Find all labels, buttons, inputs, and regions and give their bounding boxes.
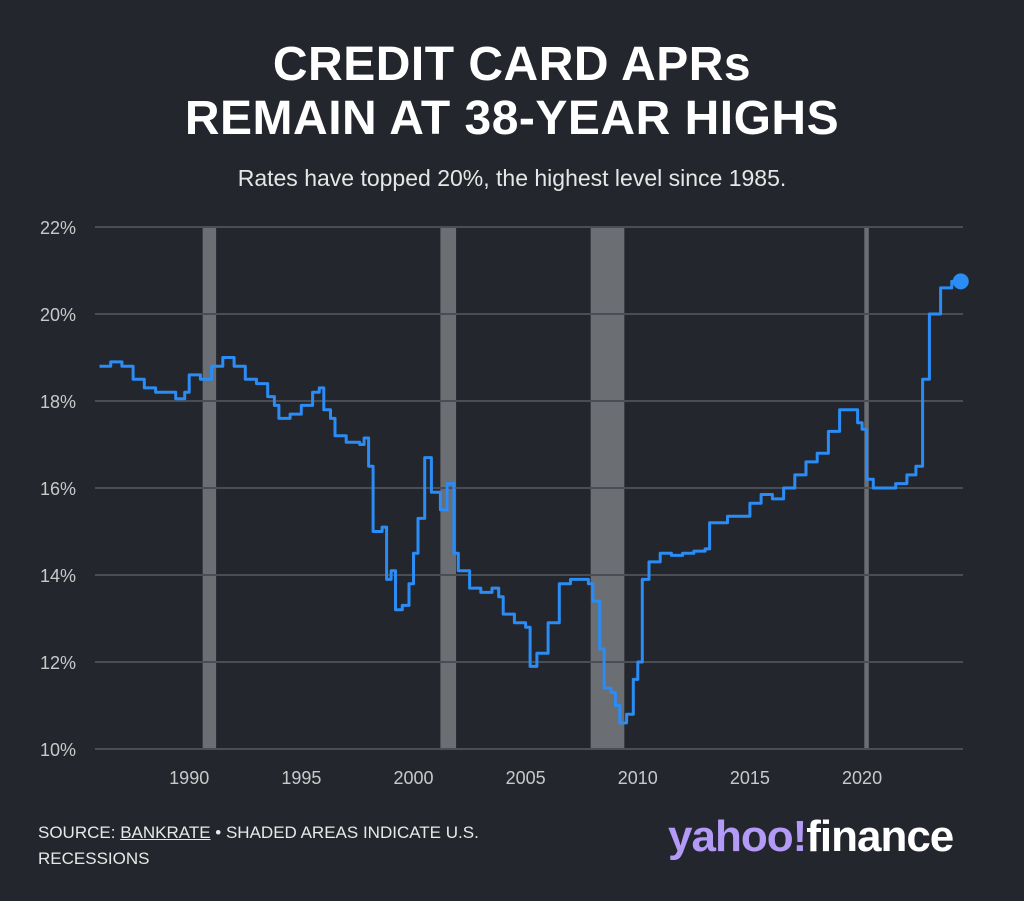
- apr-line-chart: 10% 12% 14% 16% 18% 20% 22% 1990 1995 2000 2005 20…: [40, 218, 969, 788]
- logo-finance: finance: [806, 812, 954, 861]
- source-link-bankrate[interactable]: BANKRATE: [120, 823, 211, 842]
- source-line-2: RECESSIONS: [38, 849, 150, 868]
- y-tick-label-18: 18%: [40, 392, 76, 412]
- y-tick-label-10: 10%: [40, 740, 76, 760]
- series-line-0: [99, 279, 961, 725]
- title-line-1: CREDIT CARD APRs: [272, 38, 752, 91]
- chart-subtitle: Rates have topped 20%, the highest level…: [237, 165, 787, 191]
- source-note: SOURCE: BANKRATE • SHADED AREAS INDICATE…: [38, 820, 598, 872]
- logo-yahoo: yahoo!: [668, 812, 807, 861]
- x-tick-label-2015: 2015: [730, 768, 770, 788]
- chart-title: CREDIT CARD APRs REMAIN AT 38-YEAR HIGHS: [0, 38, 1024, 146]
- series-endpoint-dot: [952, 273, 969, 290]
- y-tick-label-22: 22%: [40, 218, 76, 238]
- y-tick-label-16: 16%: [40, 479, 76, 499]
- source-prefix: SOURCE:: [38, 823, 121, 842]
- x-axis-ticks: 1990 1995 2000 2005 2010 2015 2020: [169, 768, 882, 788]
- grid-lines: [95, 226, 963, 750]
- source-suffix: • SHADED AREAS INDICATE U.S.: [210, 823, 479, 842]
- y-tick-label-12: 12%: [40, 653, 76, 673]
- y-axis-ticks: 10% 12% 14% 16% 18% 20% 22%: [40, 218, 76, 760]
- y-tick-label-14: 14%: [40, 566, 76, 586]
- series-layer: [99, 273, 969, 725]
- title-line-2: REMAIN AT 38-YEAR HIGHS: [184, 92, 840, 145]
- x-tick-label-2000: 2000: [393, 768, 433, 788]
- x-tick-label-2020: 2020: [842, 768, 882, 788]
- y-tick-label-20: 20%: [40, 305, 76, 325]
- x-tick-label-1995: 1995: [281, 768, 321, 788]
- x-tick-label-1990: 1990: [169, 768, 209, 788]
- yahoo-finance-logo: yahoo!finance: [668, 812, 998, 872]
- x-tick-label-2005: 2005: [506, 768, 546, 788]
- x-tick-label-2010: 2010: [618, 768, 658, 788]
